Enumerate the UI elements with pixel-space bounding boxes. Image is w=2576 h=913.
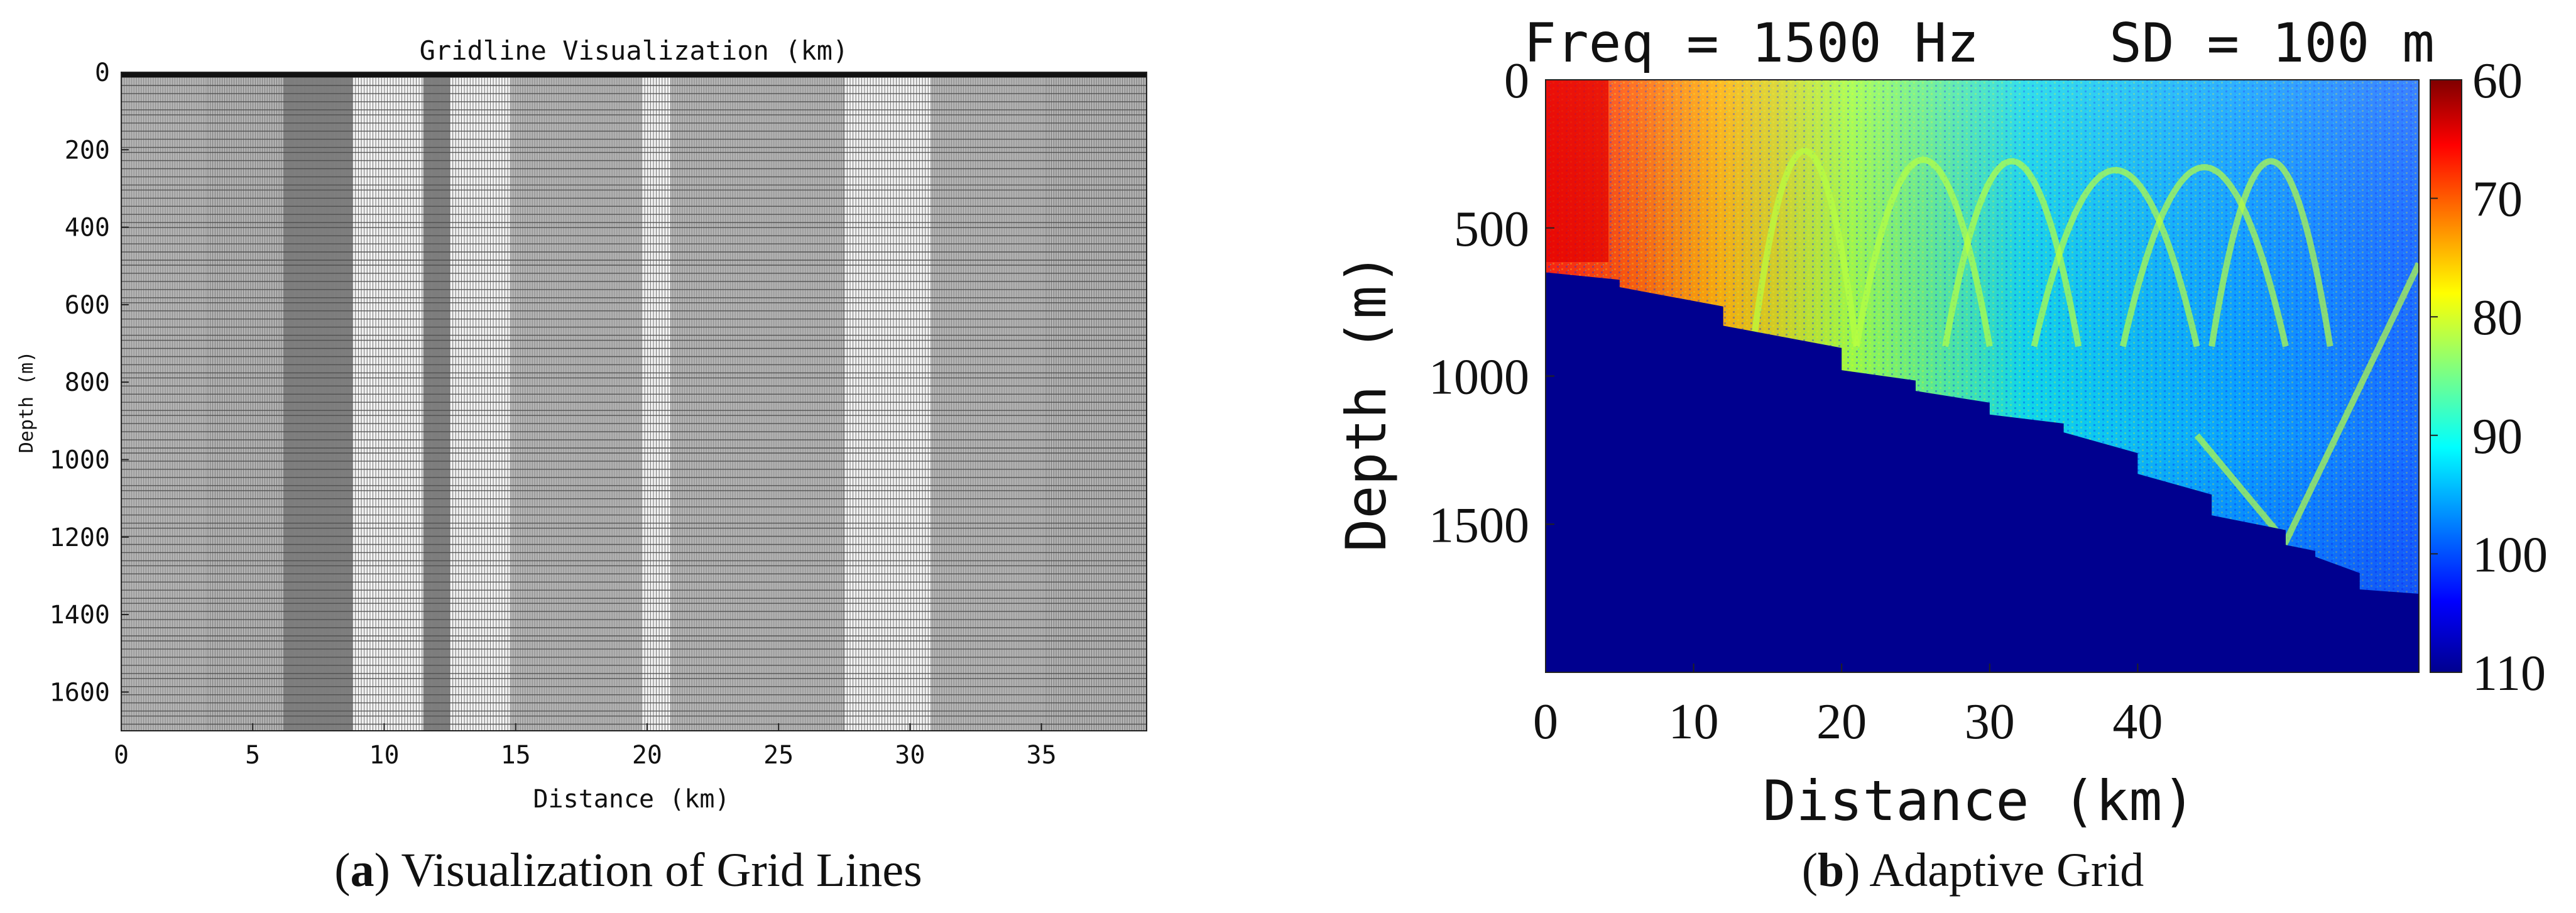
x-tick-label: 30	[895, 741, 925, 770]
ray-arc	[1749, 148, 1860, 347]
vertical-grid-lines	[641, 72, 672, 731]
colorbar-tick-label: 100	[2472, 527, 2548, 582]
horizontal-grid-lines	[121, 72, 1147, 725]
vertical-grid-lines	[1046, 72, 1147, 731]
chart-b-title: Freq = 1500 Hz SD = 100 m	[1524, 12, 2435, 75]
chart-a-y-label: Depth (m)	[16, 351, 38, 454]
y-tick-label: 1000	[50, 446, 110, 474]
x-tick-label: 30	[1965, 694, 2015, 750]
y-tick-label: 1000	[1429, 350, 1529, 405]
vertical-grid-lines	[283, 72, 352, 731]
chart-b-plot-area	[1546, 80, 2419, 672]
ray-arc	[2031, 167, 2200, 347]
panel-a: Gridline Visualization (km) 0 5 10 15 20 25 30…	[16, 35, 1147, 897]
colorbar-tick-label: 60	[2472, 53, 2523, 109]
y-tick-label: 1200	[50, 523, 110, 552]
vertical-grid-lines	[207, 72, 285, 731]
colorbar	[2430, 79, 2462, 673]
chart-a-x-label: Distance (km)	[533, 785, 729, 814]
x-tick-label: 0	[1533, 694, 1558, 750]
x-tick-label: 10	[1669, 694, 1719, 750]
x-tick-label: 15	[501, 741, 531, 770]
y-tick-label: 800	[65, 368, 110, 397]
x-tick-label: 10	[369, 741, 399, 770]
chart-a-frame	[121, 72, 1147, 731]
chart-b-y-label: Depth (m)	[1334, 253, 1399, 552]
x-tick-label: 20	[632, 741, 662, 770]
y-tick-label: 1500	[1429, 498, 1529, 553]
ray-arc	[2194, 262, 2419, 548]
caption-b-text: Adaptive Grid	[1860, 844, 2144, 897]
vertical-grid-lines	[931, 72, 1046, 731]
grid-region-open	[450, 72, 511, 731]
chart-b-seafloor	[1546, 272, 2419, 672]
chart-a-y-axis: 0 200 400 600 800 1000 1200 1400 1600	[50, 58, 129, 707]
colorbar-tick-label: 80	[2472, 290, 2523, 346]
chart-a-title: Gridline Visualization (km)	[420, 35, 849, 66]
grid-region-medium	[670, 72, 844, 731]
vertical-grid-lines	[352, 72, 423, 731]
ray-arc	[2119, 164, 2289, 347]
chart-b-x-label: Distance (km)	[1763, 768, 2196, 833]
y-tick-label: 400	[65, 214, 110, 243]
panel-b: Freq = 1500 Hz SD = 100 m 0 10 20 30 40 0 500…	[1334, 12, 2548, 897]
grid-region-medium	[510, 72, 642, 731]
caption-b-letter: b	[1818, 844, 1844, 897]
colorbar-tick-label: 70	[2472, 172, 2523, 227]
caption-a: (a) Visualization of Grid Lines	[334, 844, 922, 897]
ray-arc	[2208, 158, 2333, 347]
x-tick-label: 25	[763, 741, 794, 770]
caption-a-letter: a	[351, 844, 374, 897]
x-tick-label: 40	[2112, 694, 2163, 750]
vertical-grid-lines	[449, 72, 508, 731]
y-tick-label: 200	[65, 136, 110, 165]
chart-b-x-axis: 0 10 20 30 40	[1533, 664, 2163, 750]
y-tick-label: 0	[1504, 53, 1529, 109]
chart-a-x-axis: 0 5 10 15 20 25 30 35	[114, 723, 1057, 770]
x-tick-label: 35	[1027, 741, 1057, 770]
y-tick-label: 1400	[50, 601, 110, 630]
vertical-grid-lines	[670, 72, 844, 731]
y-tick-label: 0	[95, 58, 110, 87]
y-tick-label: 1600	[50, 678, 110, 707]
vertical-grid-lines	[844, 72, 932, 731]
surface-line	[121, 72, 1147, 77]
y-tick-label: 500	[1454, 202, 1529, 257]
caption-a-text: Visualization of Grid Lines	[390, 844, 922, 897]
grid-region-medium	[121, 72, 209, 731]
chart-b-nearfield-hotspot	[1546, 80, 1608, 262]
chart-b-ray-arcs	[1749, 148, 2419, 548]
caption-b: (b) Adaptive Grid	[1802, 844, 2144, 897]
x-tick-label: 5	[245, 741, 260, 770]
y-tick-label: 600	[65, 291, 110, 320]
ray-arc	[1853, 156, 1993, 347]
x-tick-label: 0	[114, 741, 129, 770]
colorbar-tick-label: 110	[2472, 646, 2546, 701]
x-tick-label: 20	[1816, 694, 1867, 750]
vertical-grid-lines	[121, 72, 207, 731]
vertical-grid-lines	[423, 72, 450, 731]
chart-a-plot-area	[121, 72, 1147, 731]
vertical-grid-lines	[510, 72, 641, 731]
colorbar-ticks: 60 70 80 90 100 110	[2430, 53, 2548, 701]
chart-b-y-axis: 0 500 1000 1500	[1429, 53, 1554, 553]
grid-region-open	[352, 72, 424, 731]
colorbar-tick-label: 90	[2472, 409, 2523, 464]
